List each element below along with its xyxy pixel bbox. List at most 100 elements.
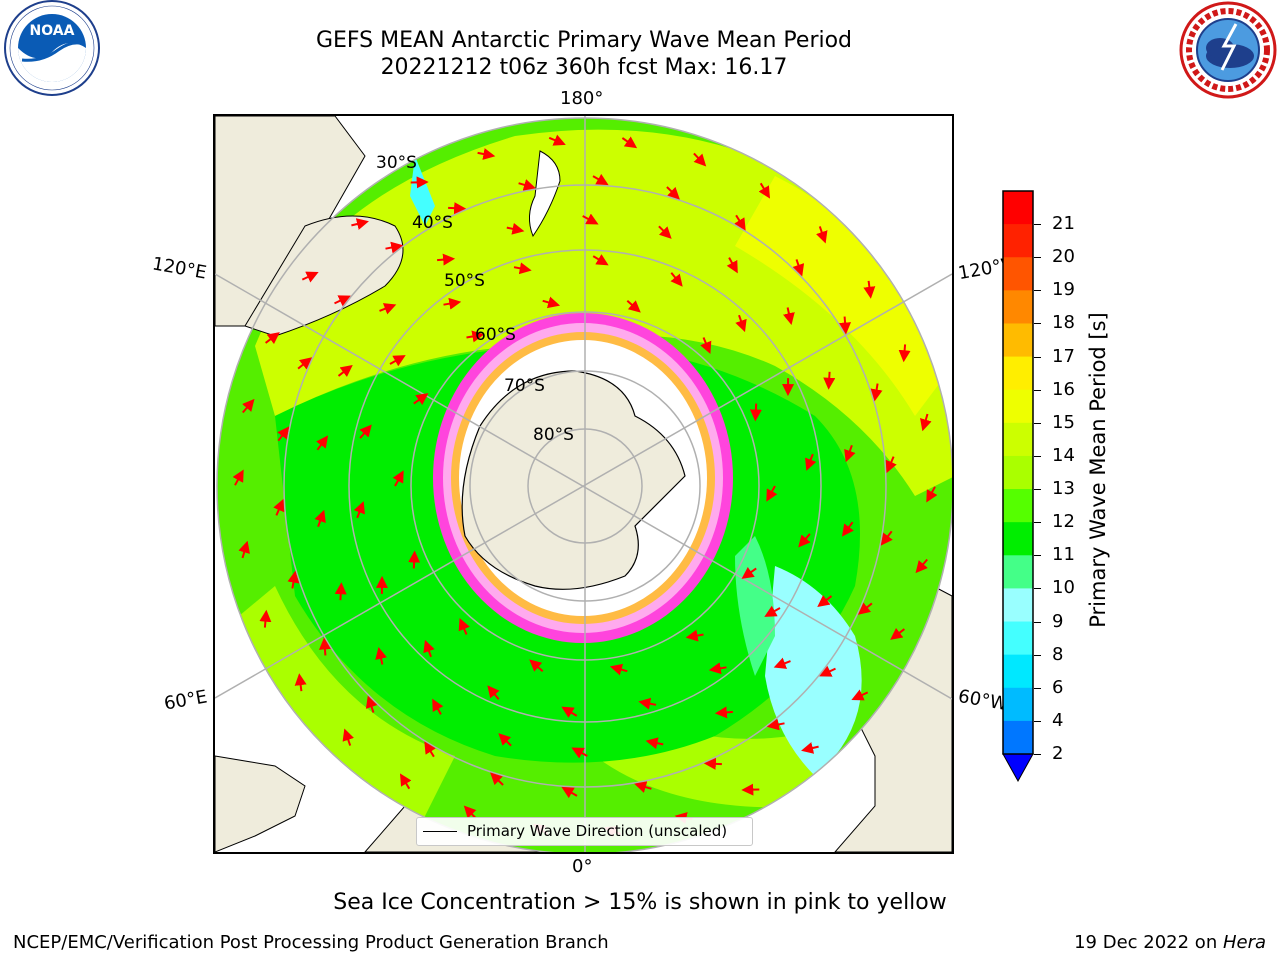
- wave-direction-arrow: [458, 617, 470, 635]
- wave-direction-arrow: [792, 259, 805, 277]
- wave-direction-arrow: [359, 424, 372, 439]
- svg-text:NOAA: NOAA: [30, 23, 75, 39]
- wave-direction-arrow: [823, 371, 836, 390]
- wave-direction-arrow: [857, 602, 873, 615]
- wave-direction-arrow: [693, 152, 707, 167]
- footer-credit: NCEP/EMC/Verification Post Processing Pr…: [13, 932, 609, 953]
- colorbar-segment: [1003, 389, 1033, 424]
- wave-direction-arrow: [342, 728, 354, 746]
- colorbar-tick-label: 15: [1052, 411, 1075, 433]
- wave-direction-arrow: [264, 332, 280, 345]
- wave-direction-arrow: [432, 698, 444, 715]
- footer-date: 19 Dec 2022 on Hera: [1074, 932, 1266, 953]
- wave-direction-arrow: [898, 344, 911, 363]
- chart-subtitle: 20221212 t06z 360h fcst Max: 16.17: [380, 55, 788, 80]
- wave-direction-arrow: [582, 213, 599, 225]
- colorbar: [1002, 189, 1034, 783]
- wave-direction-arrow: [297, 357, 313, 370]
- graticule: [215, 116, 952, 852]
- wave-direction-arrow: [259, 609, 272, 628]
- wave-direction-arrow: [658, 225, 672, 239]
- colorbar-extend-min: [1002, 753, 1034, 783]
- wave-direction-arrow: [766, 485, 778, 502]
- lat-label-30: 30°S: [376, 153, 417, 173]
- wave-direction-arrow: [734, 214, 746, 231]
- colorbar-tick-label: 9: [1052, 610, 1064, 632]
- colorbar-segment: [1003, 323, 1033, 358]
- lat-label-80: 80°S: [533, 425, 574, 445]
- wave-direction-arrow: [839, 316, 852, 335]
- wave-direction-arrow: [783, 307, 795, 326]
- wave-direction-arrow: [242, 398, 255, 414]
- wave-direction-arrow: [273, 498, 285, 516]
- colorbar-segment: [1003, 290, 1033, 324]
- wave-direction-arrow: [389, 355, 406, 367]
- wave-direction-arrow: [726, 257, 738, 274]
- colorbar-segment: [1003, 422, 1033, 457]
- wave-direction-arrow: [819, 665, 836, 677]
- colorbar-tick: [1034, 555, 1041, 557]
- colorbar-outline: [1002, 190, 1034, 755]
- nws-logo: [1178, 0, 1278, 100]
- colorbar-tick-label: 18: [1052, 312, 1075, 334]
- wave-direction-arrow: [385, 241, 404, 254]
- wave-direction-arrow: [316, 435, 329, 451]
- wave-direction-arrow: [638, 697, 657, 710]
- colorbar-tick-label: 11: [1052, 544, 1075, 566]
- map-legend: [416, 817, 753, 846]
- wave-direction-arrow: [801, 742, 819, 754]
- lat-label-70: 70°S: [504, 376, 545, 396]
- wave-direction-arrow: [741, 567, 757, 579]
- wave-direction-arrow: [766, 718, 785, 731]
- wave-direction-arrow: [399, 773, 412, 790]
- colorbar-segment: [1003, 191, 1033, 225]
- wave-direction-arrow: [443, 297, 462, 310]
- colorbar-segment: [1003, 621, 1033, 656]
- wave-direction-arrow: [685, 629, 704, 642]
- wave-direction-arrow: [592, 254, 609, 266]
- colorbar-tick: [1034, 290, 1041, 292]
- colorbar-tick-label: 8: [1052, 643, 1064, 665]
- colorbar-label: Primary Wave Mean Period [s]: [1086, 312, 1110, 628]
- colorbar-tick: [1034, 323, 1041, 325]
- colorbar-tick-label: 19: [1052, 279, 1075, 301]
- colorbar-segment: [1003, 455, 1033, 490]
- wave-direction-arrow: [863, 280, 876, 299]
- colorbar-segment: [1003, 687, 1033, 722]
- lat-label-50: 50°S: [444, 271, 485, 291]
- wave-direction-arrow: [885, 456, 897, 474]
- lat-label-60: 60°S: [475, 325, 516, 345]
- wave-direction-arrow: [749, 403, 762, 422]
- lon-label-top: 180°: [560, 88, 604, 109]
- noaa-logo: NOAA: [2, 0, 102, 100]
- land-new-zealand: [529, 150, 561, 238]
- wave-direction-arrow: [518, 179, 536, 191]
- colorbar-tick: [1034, 422, 1041, 424]
- colorbar-tick: [1034, 522, 1041, 524]
- lat-label-40: 40°S: [412, 213, 453, 233]
- wave-direction-arrow: [334, 582, 347, 601]
- colorbar-tick: [1034, 720, 1041, 722]
- wave-direction-arrow: [841, 521, 854, 537]
- wave-direction-arrow: [353, 501, 365, 519]
- wave-direction-arrow: [334, 295, 351, 307]
- footer-date-text: 19 Dec 2022 on: [1074, 932, 1223, 953]
- wave-direction-arrow: [477, 148, 496, 160]
- colorbar-tick: [1034, 257, 1041, 259]
- colorbar-tick: [1034, 489, 1041, 491]
- wave-direction-arrow: [626, 300, 641, 313]
- polar-map: [213, 114, 954, 854]
- wave-direction-arrow: [437, 253, 456, 266]
- wave-direction-arrow: [365, 695, 378, 713]
- colorbar-tick: [1034, 356, 1041, 358]
- wave-direction-arrow: [703, 757, 722, 770]
- land-africa-south: [215, 755, 306, 852]
- wave-direction-arrow: [392, 470, 404, 487]
- colorbar-segment: [1003, 257, 1033, 291]
- colorbar-tick-label: 12: [1052, 511, 1075, 533]
- wave-direction-arrow: [561, 786, 578, 799]
- colorbar-tick: [1034, 687, 1041, 689]
- wave-direction-arrow: [920, 413, 932, 432]
- wave-direction-arrow: [880, 530, 893, 546]
- wave-direction-arrow: [816, 226, 828, 244]
